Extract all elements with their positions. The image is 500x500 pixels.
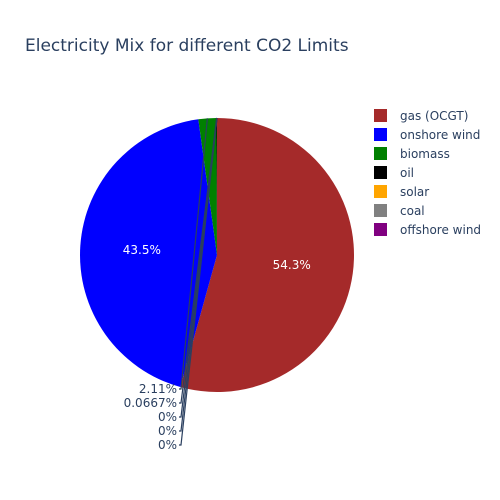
slice-label-onshore-wind: 43.5% bbox=[123, 243, 161, 257]
leader-line-oil bbox=[179, 117, 218, 404]
slice-label-solar: 0% bbox=[158, 410, 177, 424]
legend-item-oil[interactable]: oil bbox=[374, 166, 414, 180]
chart-title: Electricity Mix for different CO2 Limits bbox=[25, 36, 349, 56]
slice-label-biomass: 2.11% bbox=[139, 382, 177, 396]
slice-label-oil: 0.0667% bbox=[124, 396, 177, 410]
legend-item-gas-ocgt[interactable]: gas (OCGT) bbox=[374, 109, 468, 123]
slice-onshore-wind bbox=[80, 119, 217, 387]
legend-label-biomass: biomass bbox=[400, 147, 450, 161]
legend-swatch-biomass bbox=[374, 147, 387, 160]
leader-line-biomass bbox=[179, 118, 208, 390]
legend-label-coal: coal bbox=[400, 204, 425, 218]
slice-labels: 54.3%43.5%2.11%0.0667%0%0%0% bbox=[123, 117, 311, 452]
legend: gas (OCGT) onshore wind biomass oil solar coa… bbox=[374, 109, 481, 237]
legend-label-oil: oil bbox=[400, 166, 414, 180]
legend-item-offshore-wind[interactable]: offshore wind bbox=[374, 223, 481, 237]
legend-item-coal[interactable]: coal bbox=[374, 204, 425, 218]
legend-swatch-coal bbox=[374, 204, 387, 217]
slice-label-coal: 0% bbox=[158, 424, 177, 438]
legend-swatch-gas-ocgt bbox=[374, 109, 387, 122]
legend-swatch-oil bbox=[374, 166, 387, 179]
legend-item-biomass[interactable]: biomass bbox=[374, 147, 450, 161]
legend-item-solar[interactable]: solar bbox=[374, 185, 429, 199]
legend-label-onshore-wind: onshore wind bbox=[400, 128, 480, 142]
slice-oil bbox=[216, 117, 217, 256]
slice-gas-ocgt bbox=[180, 118, 355, 393]
legend-label-offshore-wind: offshore wind bbox=[400, 223, 481, 237]
slice-label-gas-ocgt: 54.3% bbox=[273, 258, 311, 272]
leader-line-offshore-wind bbox=[179, 117, 218, 446]
legend-swatch-offshore-wind bbox=[374, 223, 387, 236]
legend-label-solar: solar bbox=[400, 185, 429, 199]
legend-item-onshore-wind[interactable]: onshore wind bbox=[374, 128, 480, 142]
pie-slices bbox=[80, 117, 355, 393]
slice-label-offshore-wind: 0% bbox=[158, 438, 177, 452]
legend-swatch-solar bbox=[374, 185, 387, 198]
legend-swatch-onshore-wind bbox=[374, 128, 387, 141]
legend-label-gas-ocgt: gas (OCGT) bbox=[400, 109, 468, 123]
